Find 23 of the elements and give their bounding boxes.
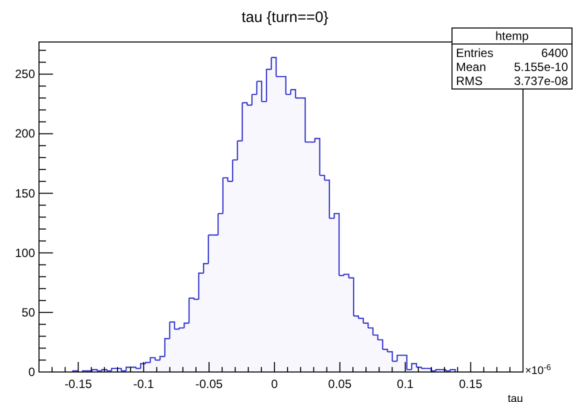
x-tick-label: 0.1: [396, 377, 414, 391]
x-tick-label: -0.1: [133, 377, 154, 391]
text: 6400: [541, 46, 568, 60]
y-tick-label: 100: [14, 246, 36, 260]
x-tick-label: 0.05: [328, 377, 352, 391]
y-tick-label: 150: [14, 186, 36, 200]
text: ×10$^{-6}$: [525, 362, 552, 377]
annotation: Mean: [456, 60, 486, 74]
annotation: RMS: [456, 74, 483, 88]
x-tick-label: -0.15: [64, 377, 92, 391]
x-axis-title: tau: [508, 393, 523, 402]
y-tick-label: 50: [22, 305, 36, 320]
x-tick-label: 0.15: [458, 377, 483, 391]
x-tick-label: 0: [271, 377, 278, 391]
y-tick-label: 0: [28, 365, 36, 379]
annotation: htemp: [495, 29, 529, 43]
annotation: 3.737e-08: [514, 74, 568, 88]
annotation: Entries: [456, 46, 494, 60]
x-tick-label: -0.05: [195, 377, 224, 391]
y-tick-label: 200: [14, 126, 36, 141]
annotation: 5.155e-10: [514, 60, 568, 74]
y-tick-label: 250: [14, 67, 36, 82]
chart-title: tau {turn==0}: [242, 9, 328, 26]
